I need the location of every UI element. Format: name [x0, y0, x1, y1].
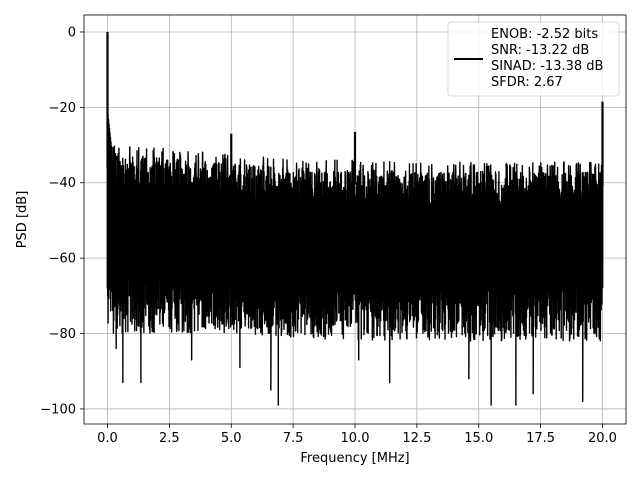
x-axis-label: Frequency [MHz] — [300, 451, 409, 466]
x-tick-label: 12.5 — [402, 431, 431, 446]
legend-enob: ENOB: -2.52 bits — [491, 27, 598, 42]
legend: ENOB: -2.52 bits SNR: -13.22 dB SINAD: -… — [447, 21, 620, 97]
y-tick-label: −20 — [49, 101, 76, 116]
x-tick-label: 20.0 — [588, 431, 617, 446]
x-tick-label: 2.5 — [159, 431, 180, 446]
y-tick-label: −40 — [49, 176, 76, 191]
y-tick-label: −100 — [40, 402, 76, 417]
y-axis-label: PSD [dB] — [15, 191, 30, 249]
legend-box — [447, 21, 620, 97]
y-tick-label: −80 — [49, 327, 76, 342]
x-tick-label: 10.0 — [341, 431, 370, 446]
x-tick-label: 17.5 — [526, 431, 555, 446]
y-tick-label: 0 — [68, 25, 76, 40]
axis-ticks: 0.0 2.5 5.0 7.5 10.0 12.5 15.0 17.5 20.0 0 −20 −40 −… — [40, 25, 617, 446]
y-tick-label: −60 — [49, 252, 76, 267]
legend-sfdr: SFDR: 2.67 — [491, 75, 563, 90]
legend-snr: SNR: -13.22 dB — [491, 43, 589, 58]
x-tick-label: 15.0 — [464, 431, 493, 446]
x-tick-label: 5.0 — [221, 431, 242, 446]
legend-sinad: SINAD: -13.38 dB — [491, 59, 603, 74]
x-tick-label: 0.0 — [97, 431, 118, 446]
x-tick-label: 7.5 — [283, 431, 304, 446]
psd-trace — [106, 31, 604, 406]
